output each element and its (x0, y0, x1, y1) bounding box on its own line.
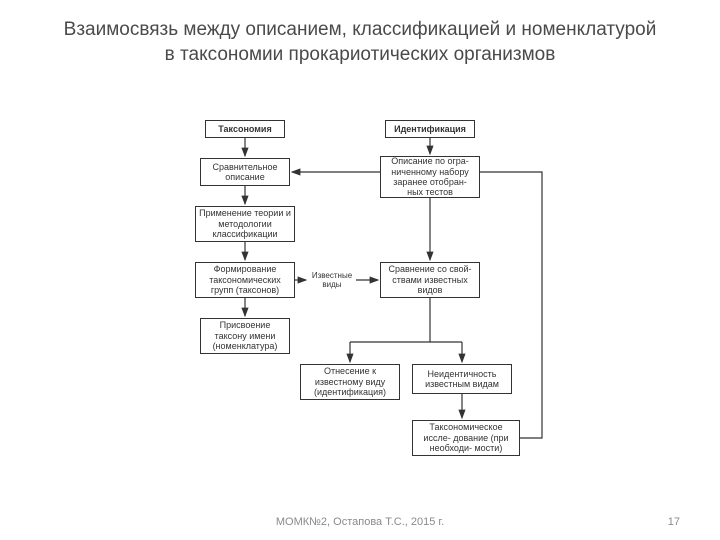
node-limited-tests: Описание по огра- ниченному набору заран… (380, 156, 480, 198)
page-number: 17 (668, 516, 680, 528)
node-taxa-formation: Формирование таксономических групп (такс… (195, 262, 295, 298)
node-not-identical: Неидентичность известным видам (412, 364, 512, 394)
slide-title: Взаимосвязь между описанием, классификац… (60, 18, 660, 67)
node-taxonomy: Таксономия (205, 120, 285, 138)
node-further-research: Таксономическое иссле- дование (при необ… (412, 420, 520, 456)
node-assign-species: Отнесение к известному виду (идентификац… (300, 364, 400, 400)
node-compare-known: Сравнение со свой- ствами известных видо… (380, 262, 480, 298)
node-identification: Идентификация (385, 120, 475, 138)
flowchart-diagram: Таксономия Идентификация Сравнительное о… (170, 120, 550, 490)
node-nomenclature: Присвоение таксону имени (номенклатура) (200, 318, 290, 354)
node-theory-method: Применение теории и методологии классифи… (195, 206, 295, 242)
label-known-species: Известные виды (308, 272, 356, 290)
footer-text: МОМК№2, Остапова Т.С., 2015 г. (0, 516, 720, 528)
node-comparative-desc: Сравнительное описание (200, 158, 290, 186)
